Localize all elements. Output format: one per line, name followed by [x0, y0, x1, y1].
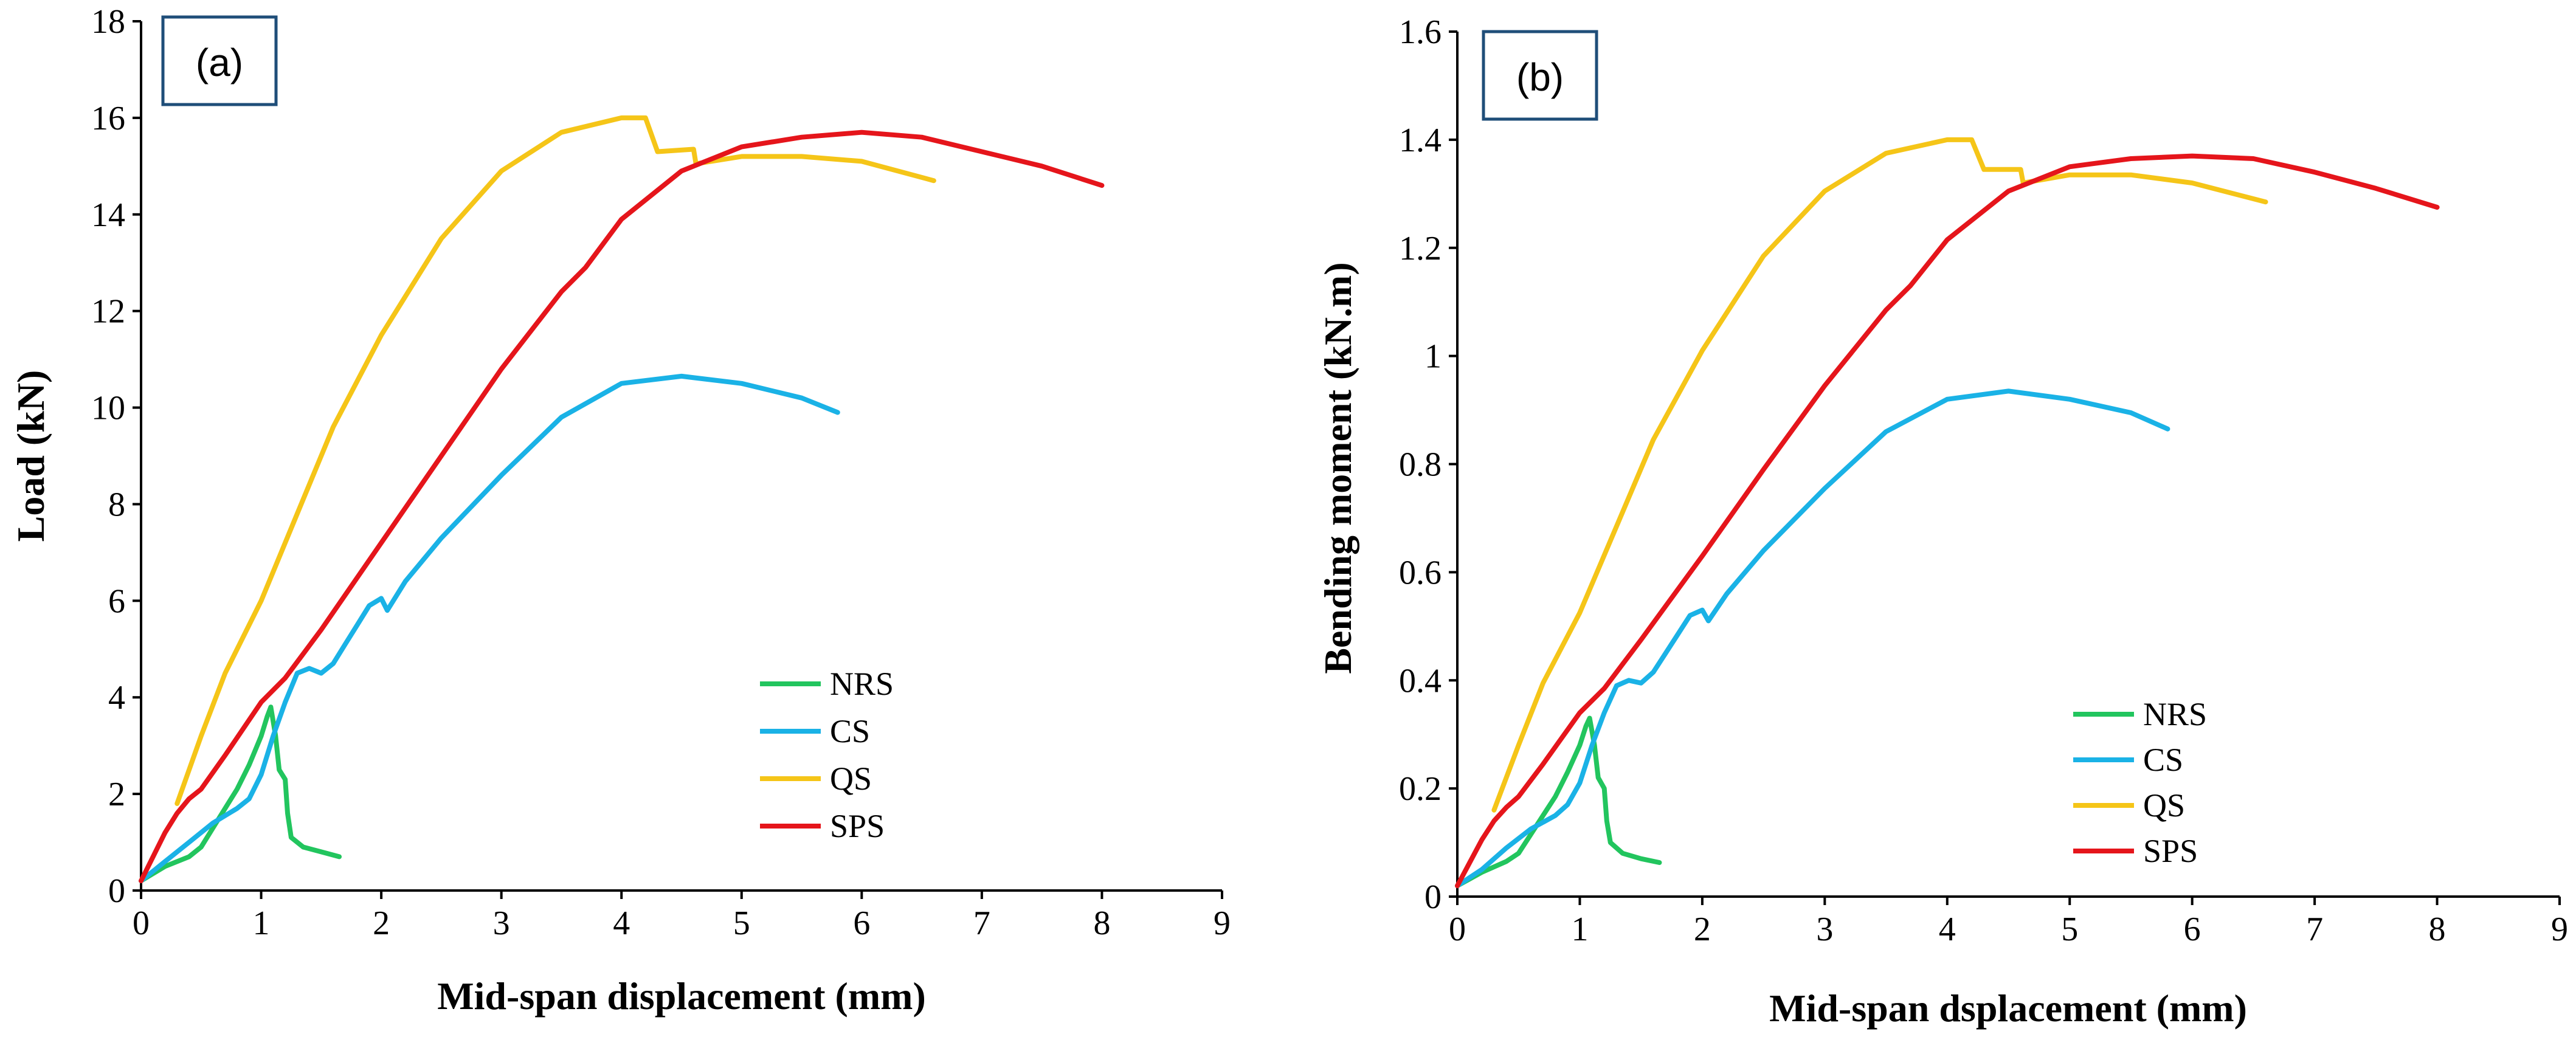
panel-b-y-tick-label: 0.2 [1399, 770, 1442, 808]
panel-b-y-tick-label: 0.6 [1399, 554, 1442, 591]
panel-b-series-qs-line [1491, 137, 2268, 813]
panel-a-y-tick-label: 4 [108, 679, 125, 717]
panel-a-legend-label-sps: SPS [830, 808, 885, 844]
panel-a-x-tick-label: 8 [1093, 904, 1110, 942]
panel-a-series-qs-line [174, 115, 936, 806]
panel-a-legend-label-cs: CS [830, 713, 870, 749]
panel-b-x-tick-label: 8 [2429, 911, 2446, 948]
panel-b-x-tick-label: 4 [1939, 911, 1956, 948]
panel-b-x-ticks: 0 1 2 3 4 5 6 7 8 9 [1449, 897, 2568, 948]
panel-b-tag-box [1482, 30, 1598, 121]
panel-b-x-tick-label: 5 [2061, 911, 2078, 948]
panel-a-y-tick-label: 2 [108, 776, 125, 813]
panel-a-series-nrs-line [139, 705, 342, 884]
panel-b-legend-label-qs: QS [2143, 787, 2185, 824]
panel-a-legend-item-cs: CS [760, 713, 870, 749]
panel-b-x-tick-label: 6 [2184, 911, 2201, 948]
panel-a-series-sps-line [139, 129, 1105, 884]
panel-a-legend-item-sps: SPS [760, 808, 885, 844]
panel-a-x-tick-label: 5 [733, 904, 750, 942]
panel-a-series [139, 115, 1105, 884]
panel-b-legend-label-cs: CS [2143, 742, 2183, 778]
panel-a-y-ticks: 0 2 4 6 8 10 12 14 16 18 [91, 3, 141, 910]
panel-a-legend-item-qs: QS [760, 760, 872, 797]
panel-b-y-tick-label: 1.2 [1399, 230, 1442, 267]
panel-b-y-tick-label: 0.8 [1399, 446, 1442, 484]
panel-b-y-tick-label: 0.4 [1399, 662, 1442, 700]
panel-a-tag-label: (a) [196, 41, 243, 84]
panel-a-y-tick-label: 0 [108, 872, 125, 910]
panel-b-plot-area: 0 1 2 3 4 5 6 7 8 9 0 0.2 0.4 0.6 0.8 1 1.2 1.4 1.6 [1399, 13, 2568, 948]
panel-b-series [1455, 137, 2440, 889]
panel-a-y-tick-label: 6 [108, 582, 125, 620]
panel-b-y-ticks: 0 0.2 0.4 0.6 0.8 1 1.2 1.4 1.6 [1399, 13, 1457, 916]
panel-b-x-tick-label: 7 [2306, 911, 2323, 948]
panel-a-x-tick-label: 9 [1214, 904, 1231, 942]
panel-b-legend-item-qs: QS [2073, 787, 2185, 824]
panel-b-legend-item-cs: CS [2073, 742, 2183, 778]
panel-a-x-axis-label: Mid-span displacement (mm) [437, 974, 926, 1018]
panel-a-y-tick-label: 10 [91, 390, 125, 427]
panel-a-legend-label-qs: QS [830, 760, 872, 797]
panel-b-legend-label-nrs: NRS [2143, 696, 2207, 732]
panel-a-x-tick-label: 4 [613, 904, 630, 942]
panel-b-y-tick-label: 0 [1424, 878, 1442, 916]
panel-a-x-ticks: 0 1 2 3 4 5 6 7 8 9 [133, 891, 1231, 942]
panel-a-legend-label-nrs: NRS [830, 666, 894, 702]
panel-a-x-tick-label: 3 [493, 904, 510, 942]
panel-b-y-tick-label: 1.4 [1399, 122, 1442, 159]
panel-b-series-cs-line [1455, 388, 2170, 889]
panel-a-y-tick-label: 18 [91, 3, 125, 41]
panel-b: 0 1 2 3 4 5 6 7 8 9 0 0.2 0.4 0.6 0.8 1 1.2 1.4 1.6 (b) M… [1316, 13, 2568, 1030]
panel-a-tag: (a) [161, 15, 278, 106]
panel-a-series-cs-line [139, 373, 840, 884]
panel-b-y-tick-label: 1 [1424, 338, 1442, 376]
panel-b-x-axis-label: Mid-span dsplacement (mm) [1769, 987, 2247, 1030]
panel-a-tag-box [161, 15, 278, 106]
panel-b-tag: (b) [1482, 30, 1598, 121]
panel-b-x-tick-label: 1 [1571, 911, 1588, 948]
panel-b-series-sps-line [1455, 153, 2440, 889]
panel-b-y-tick-label: 1.6 [1399, 13, 1442, 51]
panel-a-x-tick-label: 1 [253, 904, 270, 942]
panel-a-y-axis-label: Load (kN) [9, 370, 52, 542]
panel-a-y-tick-label: 16 [91, 100, 125, 137]
panel-a-y-tick-label: 14 [91, 196, 125, 234]
panel-b-tag-label: (b) [1516, 55, 1564, 99]
panel-b-x-tick-label: 0 [1449, 911, 1466, 948]
panel-a-y-tick-label: 12 [91, 293, 125, 331]
panel-a-legend: NRS CS QS SPS [760, 666, 894, 844]
panel-b-legend-item-sps: SPS [2073, 833, 2198, 869]
panel-a-y-tick-label: 8 [108, 486, 125, 523]
panel-a-x-tick-label: 6 [853, 904, 870, 942]
panel-a-x-tick-label: 0 [133, 904, 150, 942]
panel-a-x-tick-label: 7 [973, 904, 990, 942]
panel-b-x-tick-label: 9 [2551, 911, 2568, 948]
panel-b-legend-label-sps: SPS [2143, 833, 2198, 869]
panel-a-x-tick-label: 2 [373, 904, 390, 942]
panel-a-legend-item-nrs: NRS [760, 666, 894, 702]
panel-b-series-nrs-line [1455, 715, 1662, 889]
panel-b-legend-item-nrs: NRS [2073, 696, 2207, 732]
panel-b-x-tick-label: 3 [1816, 911, 1833, 948]
panel-b-legend: NRS CS QS SPS [2073, 696, 2207, 869]
panel-b-y-axis-label: Bending moment (kN.m) [1316, 262, 1359, 674]
panel-b-x-tick-label: 2 [1694, 911, 1711, 948]
